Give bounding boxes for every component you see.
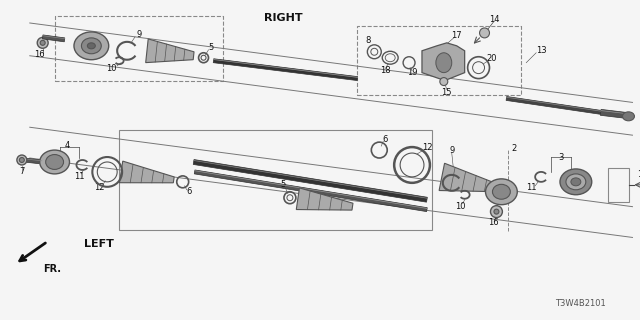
- Text: 10: 10: [456, 202, 466, 211]
- Text: 18: 18: [380, 66, 390, 75]
- Ellipse shape: [566, 174, 586, 190]
- Text: 14: 14: [489, 14, 500, 23]
- Bar: [357, 26, 521, 95]
- Circle shape: [37, 37, 48, 48]
- Text: 12: 12: [422, 143, 432, 152]
- Text: 6: 6: [383, 135, 388, 144]
- Ellipse shape: [81, 38, 101, 54]
- Text: T3W4B2101: T3W4B2101: [556, 300, 606, 308]
- Ellipse shape: [623, 112, 634, 121]
- Text: RIGHT: RIGHT: [264, 13, 302, 23]
- Text: 17: 17: [451, 31, 462, 40]
- Text: 4: 4: [65, 140, 70, 150]
- Polygon shape: [195, 170, 428, 212]
- Ellipse shape: [45, 155, 63, 169]
- Text: 2: 2: [512, 144, 517, 153]
- Ellipse shape: [486, 179, 517, 205]
- Text: 5: 5: [209, 43, 214, 52]
- Circle shape: [490, 206, 502, 218]
- Polygon shape: [422, 43, 465, 81]
- Circle shape: [440, 77, 448, 85]
- Text: 3: 3: [558, 153, 564, 162]
- Polygon shape: [24, 158, 42, 164]
- Bar: [119, 130, 432, 229]
- Polygon shape: [439, 163, 497, 192]
- Text: 6: 6: [186, 187, 191, 196]
- Text: 5: 5: [280, 180, 285, 189]
- Ellipse shape: [74, 32, 109, 60]
- Text: 9: 9: [136, 30, 141, 39]
- Ellipse shape: [492, 184, 510, 199]
- Ellipse shape: [560, 169, 592, 195]
- Text: 8: 8: [365, 36, 371, 45]
- Polygon shape: [146, 39, 194, 63]
- Text: 1: 1: [637, 170, 640, 180]
- Ellipse shape: [436, 53, 452, 73]
- Text: 7: 7: [19, 167, 24, 176]
- Circle shape: [40, 40, 45, 45]
- Circle shape: [479, 28, 490, 38]
- Text: 11: 11: [74, 172, 84, 181]
- Text: 13: 13: [536, 46, 547, 55]
- Circle shape: [17, 155, 27, 165]
- Bar: [54, 16, 223, 81]
- Text: 10: 10: [106, 64, 116, 73]
- Text: FR.: FR.: [44, 264, 61, 274]
- Ellipse shape: [571, 178, 581, 186]
- Ellipse shape: [40, 150, 70, 174]
- Polygon shape: [506, 96, 601, 114]
- Polygon shape: [120, 161, 174, 183]
- Text: 12: 12: [94, 183, 104, 192]
- Text: 20: 20: [486, 54, 497, 63]
- Text: 16: 16: [35, 50, 45, 59]
- Polygon shape: [42, 35, 65, 42]
- Text: 16: 16: [488, 218, 499, 227]
- Text: 11: 11: [526, 183, 536, 192]
- Bar: [607, 168, 630, 202]
- Ellipse shape: [88, 43, 95, 49]
- Circle shape: [19, 157, 24, 163]
- Text: 19: 19: [407, 68, 417, 77]
- Polygon shape: [600, 109, 626, 118]
- Polygon shape: [296, 188, 353, 210]
- Text: 15: 15: [442, 88, 452, 97]
- Polygon shape: [193, 160, 428, 202]
- Polygon shape: [213, 59, 358, 81]
- Text: 9: 9: [449, 146, 454, 155]
- Circle shape: [494, 209, 499, 214]
- Text: LEFT: LEFT: [84, 239, 114, 249]
